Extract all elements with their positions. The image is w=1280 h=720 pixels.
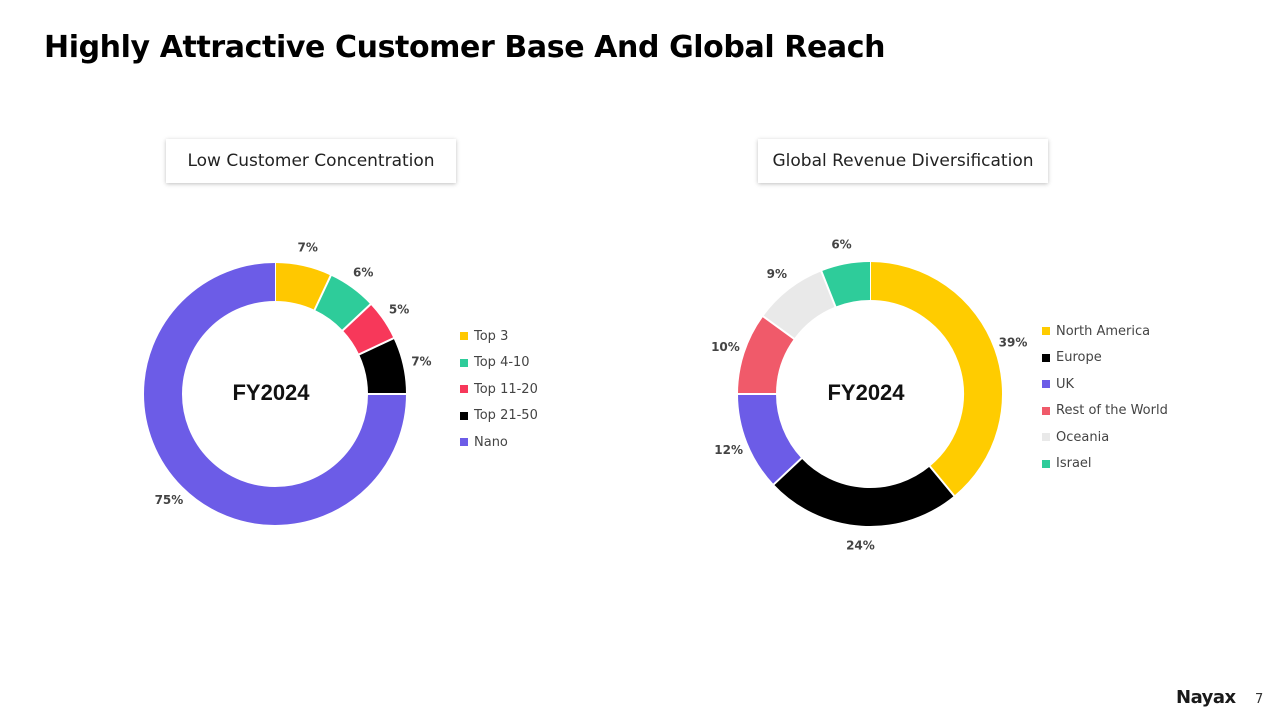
legend-label: Top 3: [474, 328, 509, 344]
slice-separator-concentration: [357, 336, 395, 356]
legend-swatch: [1042, 327, 1050, 336]
legend-item-nano: Nano: [460, 429, 538, 456]
legend-item-north-america: North America: [1042, 318, 1168, 345]
legend-customer-concentration: Top 3 Top 4-10 Top 11-20 Top 21-50 Nano: [460, 323, 538, 456]
data-label-concentration-top-21-50: 7%: [411, 354, 431, 368]
legend-label: Europe: [1056, 350, 1102, 366]
legend-label: Top 11-20: [474, 381, 538, 397]
page-title: Highly Attractive Customer Base And Glob…: [44, 30, 886, 65]
data-label-concentration-top-11-20: 5%: [389, 303, 409, 317]
chart-title-customer-concentration: Low Customer Concentration: [166, 139, 456, 183]
slice-separator-revenue: [820, 269, 837, 308]
slice-revenue-israel: [821, 262, 871, 307]
legend-item-top-11-20: Top 11-20: [460, 376, 538, 403]
legend-item-europe: Europe: [1042, 345, 1168, 372]
logo-text: Nayax: [1176, 687, 1236, 708]
slice-revenue-rest-of-the-world: [738, 316, 795, 395]
legend-swatch: [460, 411, 468, 420]
legend-label: Israel: [1056, 456, 1092, 472]
data-label-concentration-top-4-10: 6%: [353, 266, 373, 280]
legend-label: Nano: [474, 434, 508, 450]
slice-separator-revenue: [761, 315, 796, 341]
nayax-logo: Nayax: [1176, 687, 1236, 708]
legend-swatch: [460, 385, 468, 394]
legend-item-top-3: Top 3: [460, 323, 538, 350]
legend-swatch: [1042, 353, 1050, 362]
slice-concentration-top-3: [274, 263, 331, 311]
data-label-revenue-uk: 12%: [714, 443, 743, 457]
center-label-concentration: FY2024: [232, 380, 310, 405]
legend-swatch: [1042, 380, 1050, 389]
slice-revenue-europe: [773, 457, 955, 526]
legend-label: Rest of the World: [1056, 403, 1168, 419]
legend-item-oceania: Oceania: [1042, 424, 1168, 451]
slice-revenue-oceania: [763, 271, 836, 340]
center-label-revenue: FY2024: [827, 380, 905, 405]
data-label-revenue-oceania: 9%: [767, 267, 787, 281]
legend-swatch: [1042, 433, 1050, 442]
slice-separator-concentration: [313, 274, 333, 312]
legend-revenue-diversification: North America Europe UK Rest of the World Oc…: [1042, 318, 1168, 477]
legend-item-top-4-10: Top 4-10: [460, 350, 538, 377]
legend-item-rest-of-the-world: Rest of the World: [1042, 398, 1168, 425]
legend-item-uk: UK: [1042, 371, 1168, 398]
chart-title-revenue-diversification: Global Revenue Diversification: [758, 139, 1048, 183]
legend-label: UK: [1056, 376, 1075, 392]
data-label-concentration-nano: 75%: [155, 493, 184, 507]
legend-label: North America: [1056, 323, 1151, 339]
legend-label: Top 4-10: [474, 355, 530, 371]
legend-label: Top 21-50: [474, 408, 538, 424]
slice-revenue-uk: [738, 393, 802, 485]
data-label-revenue-north-america: 39%: [999, 336, 1028, 350]
data-label-revenue-rest-of-the-world: 10%: [711, 340, 740, 354]
legend-swatch: [460, 438, 468, 447]
legend-item-israel: Israel: [1042, 451, 1168, 478]
slice-concentration-nano: [144, 263, 406, 525]
slice-concentration-top-11-20: [342, 304, 394, 356]
data-label-revenue-israel: 6%: [831, 238, 851, 252]
data-label-concentration-top-3: 7%: [298, 241, 318, 255]
legend-swatch: [1042, 459, 1050, 468]
slice-separator-concentration: [341, 302, 372, 332]
legend-swatch: [460, 358, 468, 367]
slice-separator-revenue: [928, 465, 956, 498]
slice-revenue-north-america: [869, 262, 1002, 496]
legend-item-top-21-50: Top 21-50: [460, 403, 538, 430]
slice-concentration-top-4-10: [313, 275, 371, 331]
data-label-revenue-europe: 24%: [846, 539, 875, 553]
legend-label: Oceania: [1056, 429, 1110, 445]
legend-swatch: [460, 332, 468, 341]
slice-concentration-top-21-50: [358, 338, 406, 395]
legend-swatch: [1042, 406, 1050, 415]
page-number: 7: [1255, 692, 1264, 707]
slice-separator-revenue: [772, 456, 803, 486]
